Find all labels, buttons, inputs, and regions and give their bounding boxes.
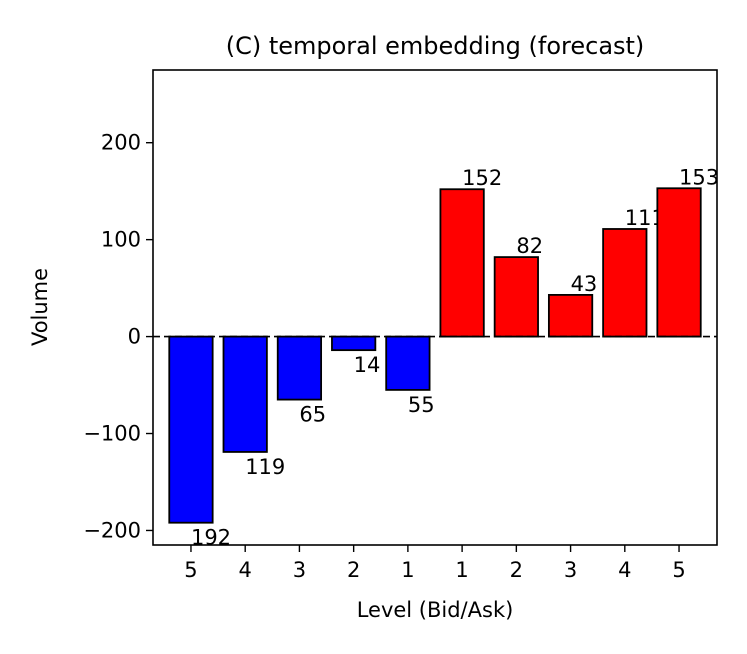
- data-label-bid-2: 14: [354, 353, 381, 377]
- bar-ask-5: [656, 187, 702, 338]
- data-label-bid-4: 119: [245, 455, 285, 479]
- chart-title: (C) temporal embedding (forecast): [226, 32, 645, 60]
- y-tick-label: 200: [101, 131, 141, 155]
- data-label-ask-2: 82: [516, 234, 543, 258]
- x-tick-label: 5: [184, 558, 197, 582]
- y-tick-label: 0: [128, 325, 141, 349]
- bar-bid-5: [168, 335, 214, 524]
- x-tick-label: 1: [455, 558, 468, 582]
- bar-bid-1: [385, 335, 431, 391]
- data-label-ask-3: 43: [571, 272, 598, 296]
- x-tick-label: 3: [564, 558, 577, 582]
- bar-bid-3: [276, 335, 323, 401]
- x-tick-label: 4: [239, 558, 252, 582]
- x-axis-label: Level (Bid/Ask): [357, 598, 514, 622]
- x-tick-label: 3: [293, 558, 306, 582]
- bar-bid-4: [222, 335, 268, 453]
- y-tick-label: −100: [83, 422, 141, 446]
- x-tick-label: 2: [347, 558, 360, 582]
- bar-bid-2: [331, 335, 377, 352]
- x-tick-label: 2: [510, 558, 523, 582]
- data-label-bid-5: 192: [191, 526, 231, 550]
- data-label-bid-1: 55: [408, 393, 435, 417]
- y-tick-label: −200: [83, 518, 141, 542]
- x-tick-label: 4: [618, 558, 631, 582]
- x-tick-label: 5: [672, 558, 685, 582]
- bar-ask-4: [602, 228, 648, 338]
- bar-ask-2: [493, 256, 539, 338]
- plot-frame: [152, 69, 718, 546]
- data-label-ask-1: 152: [462, 166, 502, 190]
- data-label-ask-5: 153: [679, 165, 719, 189]
- data-label-bid-3: 65: [299, 403, 326, 427]
- y-tick-label: 100: [101, 228, 141, 252]
- bar-ask-3: [547, 293, 594, 338]
- bar-ask-1: [439, 188, 485, 338]
- y-axis-label: Volume: [28, 268, 52, 346]
- x-tick-label: 1: [401, 558, 414, 582]
